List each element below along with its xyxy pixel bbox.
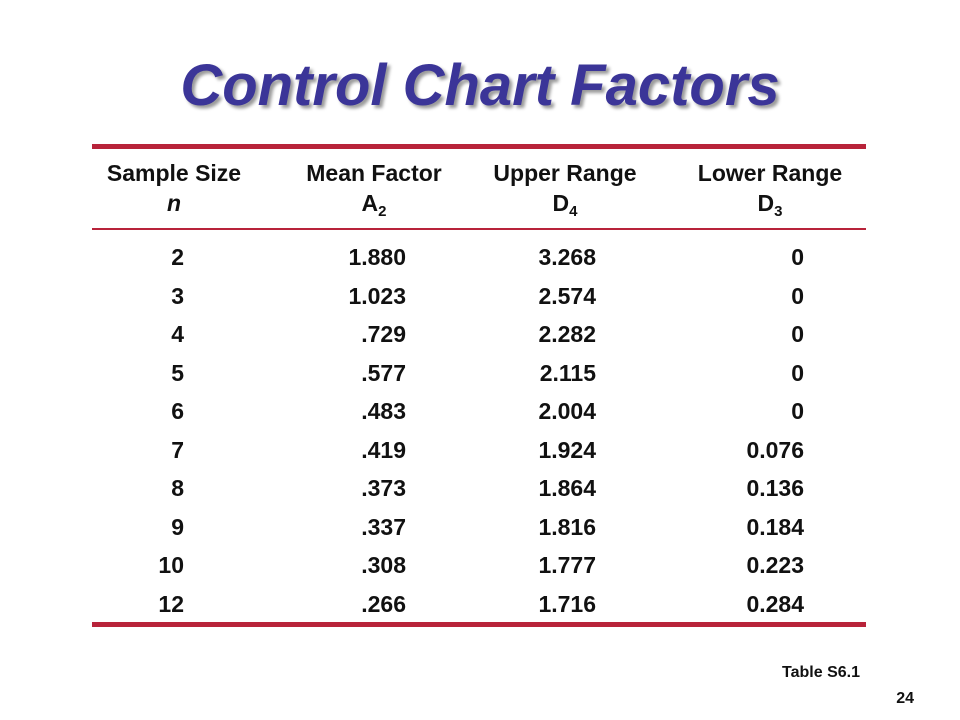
header-symbol: D — [757, 190, 775, 216]
cell-mean-factor: .483 — [361, 398, 406, 424]
cell-upper-range: 1.864 — [538, 475, 596, 501]
cell-lower-range: 0.076 — [746, 436, 804, 463]
header-subscript: 3 — [774, 203, 783, 220]
header-lower-range: Lower Range D3 — [670, 158, 870, 227]
cell-mean-factor: .419 — [361, 436, 406, 463]
table-row: 12 .266 1.716 0.284 — [0, 585, 960, 624]
cell-sample-size: 6 — [171, 398, 184, 424]
header-upper-range: Upper Range D4 — [465, 158, 665, 227]
header-symbol: n — [166, 190, 182, 216]
cell-lower-range: 0.223 — [746, 552, 804, 578]
cell-upper-range: 3.268 — [538, 244, 596, 270]
cell-upper-range: 2.004 — [538, 398, 596, 424]
cell-lower-range: 0 — [791, 244, 804, 270]
cell-lower-range: 0 — [791, 321, 804, 347]
cell-sample-size: 7 — [171, 436, 184, 463]
cell-mean-factor: .373 — [361, 475, 406, 501]
table-row: 4 .729 2.282 0 — [0, 315, 960, 354]
cell-upper-range: 1.777 — [538, 552, 596, 578]
cell-lower-range: 0 — [791, 282, 804, 309]
header-label: Upper Range — [493, 160, 637, 186]
table-header-rule — [92, 228, 866, 230]
cell-mean-factor: 1.023 — [348, 282, 406, 309]
slide-title: Control Chart Factors — [180, 53, 780, 118]
cell-mean-factor: .577 — [361, 359, 406, 386]
cell-mean-factor: .337 — [361, 513, 406, 540]
header-label: Mean Factor — [306, 160, 442, 186]
factors-table-body: 2 1.880 3.268 0 3 1.023 2.574 0 4 .729 2… — [0, 238, 960, 623]
header-symbol: A — [361, 190, 379, 216]
cell-sample-size: 9 — [171, 513, 184, 540]
header-symbol-line: D3 — [670, 188, 870, 227]
cell-sample-size: 2 — [171, 244, 184, 270]
cell-sample-size: 8 — [171, 475, 184, 501]
table-row: 3 1.023 2.574 0 — [0, 277, 960, 316]
header-subscript: 2 — [378, 203, 387, 220]
cell-lower-range: 0.136 — [746, 475, 804, 501]
cell-lower-range: 0.184 — [746, 513, 804, 540]
cell-upper-range: 1.924 — [538, 436, 596, 463]
header-label: Lower Range — [697, 160, 843, 186]
table-caption: Table S6.1 — [782, 664, 860, 681]
cell-sample-size: 3 — [171, 282, 184, 309]
table-row: 9 .337 1.816 0.184 — [0, 508, 960, 547]
header-symbol-line: A2 — [274, 188, 474, 227]
table-row: 8 .373 1.864 0.136 — [0, 469, 960, 508]
table-row: 7 .419 1.924 0.076 — [0, 431, 960, 470]
header-subscript: 4 — [569, 203, 578, 220]
cell-sample-size: 5 — [171, 359, 184, 386]
cell-sample-size: 12 — [158, 590, 184, 617]
table-row: 6 .483 2.004 0 — [0, 392, 960, 431]
cell-mean-factor: 1.880 — [348, 244, 406, 270]
cell-upper-range: 1.716 — [538, 590, 596, 617]
page-number: 24 — [896, 690, 914, 707]
cell-sample-size: 10 — [158, 552, 184, 578]
cell-lower-range: 0 — [791, 398, 804, 424]
table-header: Sample Size n Mean Factor A2 Upper Range… — [0, 158, 960, 222]
cell-lower-range: 0.284 — [746, 590, 804, 617]
table-row: 10 .308 1.777 0.223 — [0, 546, 960, 585]
header-symbol-line: D4 — [465, 188, 665, 227]
table-row: 2 1.880 3.268 0 — [0, 238, 960, 277]
table-bottom-rule — [92, 622, 866, 627]
cell-upper-range: 1.816 — [538, 513, 596, 540]
cell-lower-range: 0 — [791, 359, 804, 386]
table-top-rule — [92, 144, 866, 149]
cell-mean-factor: .729 — [361, 321, 406, 347]
cell-upper-range: 2.115 — [539, 359, 596, 386]
header-symbol: D — [552, 190, 570, 216]
cell-upper-range: 2.574 — [538, 282, 596, 309]
header-mean-factor: Mean Factor A2 — [274, 158, 474, 227]
cell-mean-factor: .266 — [361, 590, 406, 617]
cell-sample-size: 4 — [171, 321, 184, 347]
cell-mean-factor: .308 — [361, 552, 406, 578]
table-row: 5 .577 2.115 0 — [0, 354, 960, 393]
cell-upper-range: 2.282 — [538, 321, 596, 347]
header-label: Sample Size — [106, 160, 242, 186]
header-symbol-line: n — [74, 188, 274, 218]
header-sample-size: Sample Size n — [74, 158, 274, 218]
